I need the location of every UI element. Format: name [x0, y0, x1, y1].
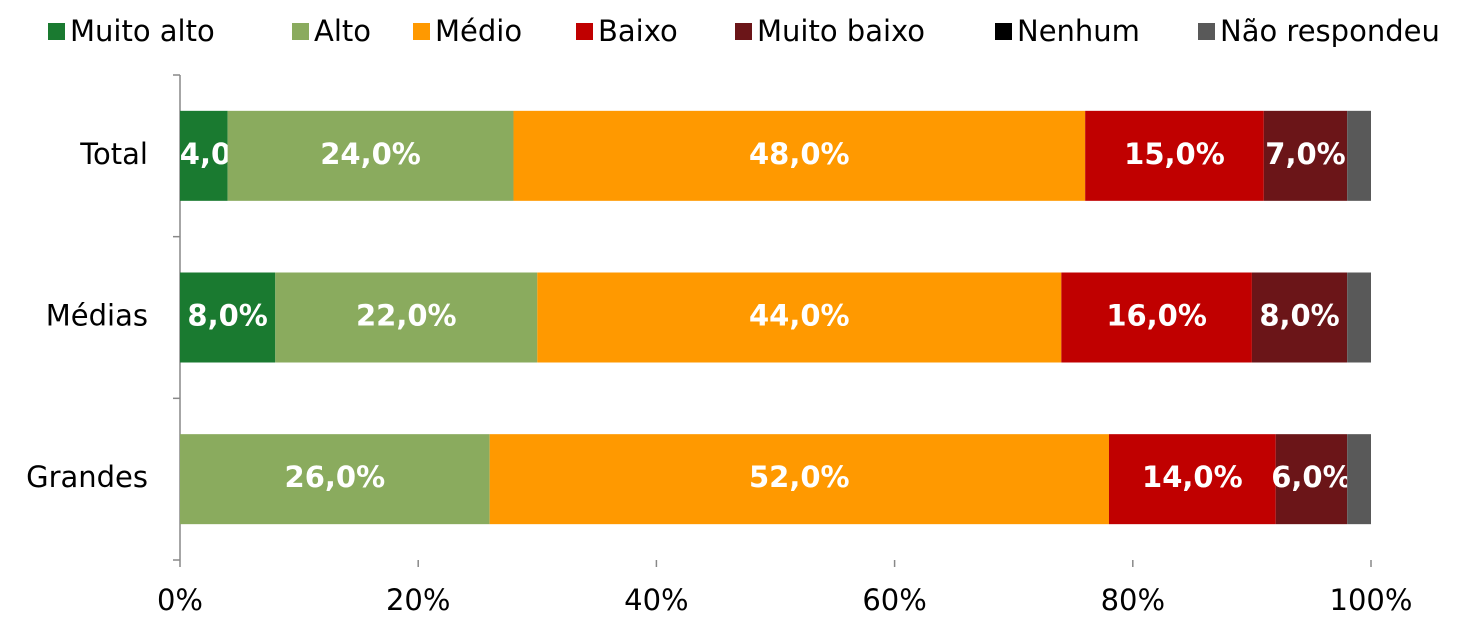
data-label: 14,0% — [1142, 460, 1243, 494]
bar-segment — [275, 272, 538, 363]
x-tick-label: 60% — [862, 583, 926, 617]
legend-label: Nenhum — [1017, 14, 1140, 48]
data-label: 26,0% — [285, 460, 386, 494]
legend-label: Médio — [435, 14, 522, 48]
y-tick-label: Total — [79, 137, 148, 171]
x-tick-label: 40% — [624, 583, 688, 617]
bar-segment — [1251, 272, 1348, 363]
bar-segment — [1263, 110, 1348, 201]
legend-label: Muito baixo — [757, 14, 925, 48]
legend-swatch — [576, 23, 593, 40]
legend-swatch — [292, 23, 309, 40]
legend-swatch — [995, 23, 1012, 40]
bar-segment — [180, 434, 490, 525]
data-label: 15,0% — [1124, 137, 1225, 171]
legend-label: Alto — [314, 14, 371, 48]
legend-swatch — [413, 23, 430, 40]
x-tick-label: 80% — [1101, 583, 1165, 617]
y-tick-label: Médias — [46, 299, 148, 333]
data-label: 8,0% — [1259, 299, 1339, 333]
bar-segment — [180, 272, 276, 363]
bar-segment — [489, 434, 1109, 525]
bar-segment — [1275, 434, 1348, 525]
bar-segment — [1347, 272, 1371, 363]
bar-segment — [1347, 434, 1371, 525]
legend-swatch — [1198, 23, 1215, 40]
legend-swatch — [48, 23, 65, 40]
data-label: 6,0% — [1271, 460, 1351, 494]
x-tick-label: 20% — [386, 583, 450, 617]
x-tick-label: 0% — [157, 583, 203, 617]
legend-label: Não respondeu — [1220, 14, 1440, 48]
bar-segment — [227, 110, 514, 201]
data-label: 52,0% — [749, 460, 850, 494]
bar-segment — [1108, 434, 1276, 525]
data-label: 8,0% — [187, 299, 267, 333]
x-tick-label: 100% — [1330, 583, 1413, 617]
legend-swatch — [735, 23, 752, 40]
y-tick-label: Grandes — [26, 460, 148, 494]
bar-segment — [537, 272, 1062, 363]
data-label: 7,0% — [1265, 137, 1345, 171]
data-label: 24,0% — [320, 137, 421, 171]
legend-label: Baixo — [598, 14, 678, 48]
data-label: 22,0% — [356, 299, 457, 333]
bar-segment — [513, 110, 1086, 201]
bar-segment — [1061, 272, 1252, 363]
bar-segment — [1347, 110, 1371, 201]
bar-segment — [180, 110, 228, 201]
data-label: 44,0% — [749, 299, 850, 333]
data-label: 48,0% — [749, 137, 850, 171]
data-label: 16,0% — [1106, 299, 1207, 333]
bar-segment — [1085, 110, 1264, 201]
legend-label: Muito alto — [70, 14, 215, 48]
